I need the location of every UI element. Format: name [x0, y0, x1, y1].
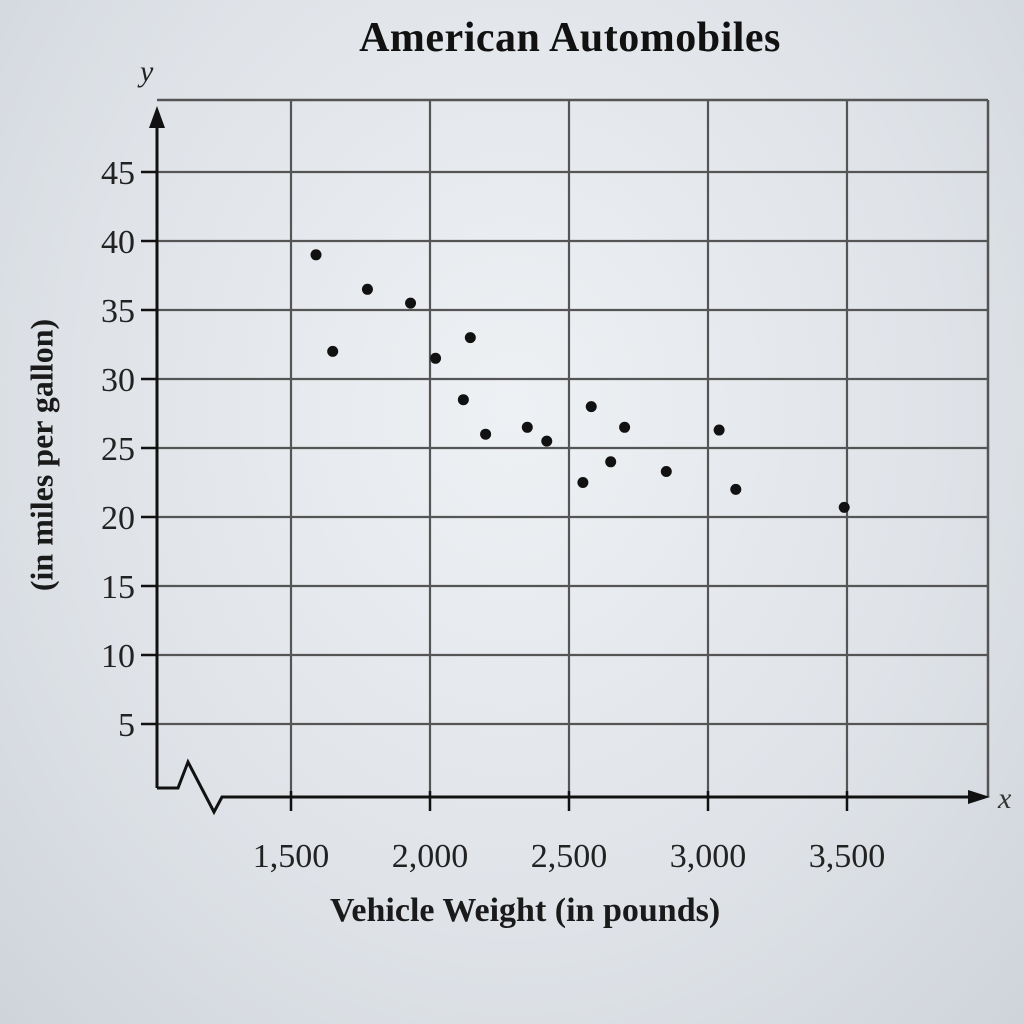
- y-tick-label: 15: [101, 569, 135, 606]
- data-point: [464, 332, 476, 344]
- data-point: [457, 394, 469, 406]
- tick-labels: 5 10 15 20 25 30 35 40 45 1,500 2,000 2,500 3,000 3,5…: [101, 155, 885, 875]
- x-tick-label: 3,000: [670, 838, 747, 875]
- y-tick-label: 35: [101, 293, 135, 330]
- data-point: [730, 483, 742, 495]
- data-point: [327, 345, 339, 357]
- data-point: [430, 352, 442, 364]
- data-point: [660, 465, 672, 477]
- data-point: [577, 477, 589, 488]
- x-axis-label: Vehicle Weight (in pounds): [330, 892, 721, 929]
- y-tick-label: 5: [118, 707, 135, 744]
- data-point: [585, 401, 597, 413]
- data-point: [405, 297, 417, 309]
- data-points: [310, 249, 850, 513]
- data-point: [619, 421, 631, 433]
- x-axis-letter: x: [998, 782, 1012, 815]
- x-tick-label: 2,000: [392, 838, 469, 875]
- data-point: [480, 428, 492, 440]
- data-point: [605, 456, 617, 468]
- y-tick-label: 45: [101, 155, 135, 192]
- data-point: [541, 435, 553, 447]
- data-point: [361, 283, 373, 295]
- x-tick-label: 2,500: [531, 838, 608, 875]
- data-point: [521, 421, 533, 433]
- data-point: [310, 249, 322, 261]
- data-point: [838, 501, 850, 513]
- x-axis-line-with-break: [157, 758, 974, 816]
- y-axis-letter: y: [140, 55, 154, 88]
- y-axis-arrow-icon: [149, 106, 165, 128]
- grid-lines: [157, 98, 990, 797]
- y-tick-label: 40: [101, 224, 135, 261]
- y-tick-label: 30: [101, 362, 135, 399]
- chart-title: American Automobiles: [359, 15, 781, 61]
- x-tick-label: 1,500: [253, 838, 330, 875]
- axes: [141, 106, 990, 816]
- x-axis-arrow-icon: [968, 790, 990, 804]
- y-tick-label: 25: [101, 431, 135, 468]
- x-tick-label: 3,500: [809, 838, 886, 875]
- y-tick-label: 20: [101, 500, 135, 537]
- y-tick-label: 10: [101, 638, 135, 675]
- data-point: [713, 424, 725, 436]
